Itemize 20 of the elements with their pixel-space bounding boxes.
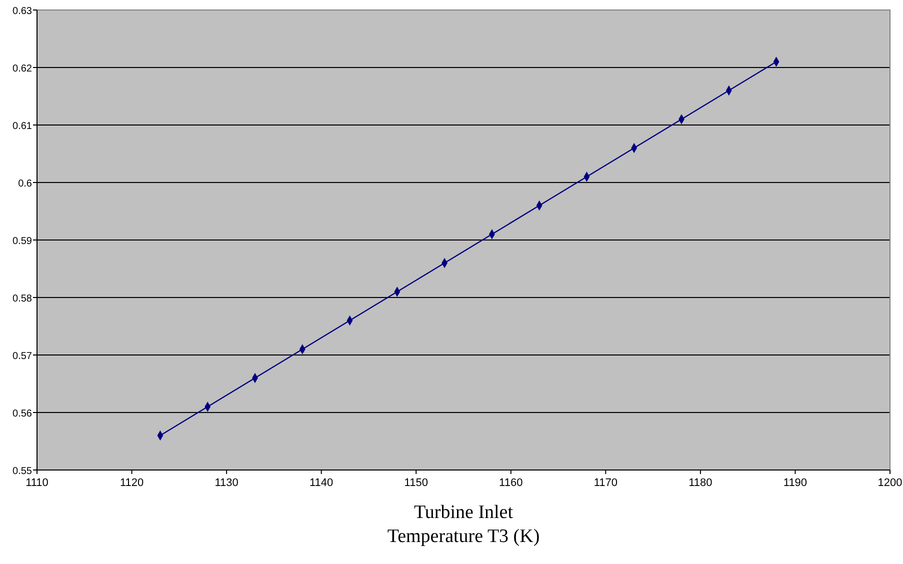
y-tick-label: 0.61	[12, 121, 32, 132]
y-tick-label: 0.59	[12, 236, 32, 247]
x-tick-label: 1160	[499, 477, 523, 489]
y-tick-label: 0.6	[18, 178, 32, 190]
x-tick-label: 1140	[310, 477, 334, 489]
y-tick-label: 0.62	[12, 64, 32, 74]
x-tick-label: 1190	[783, 477, 808, 489]
y-tick-label: 0.56	[12, 408, 32, 420]
x-tick-label: 1180	[688, 477, 712, 489]
x-tick-label: 1110	[26, 477, 48, 489]
x-axis-title: Turbine Inlet Temperature T3 (K)	[387, 502, 540, 547]
x-tick-label: 1120	[120, 477, 144, 489]
y-tick-label: 0.58	[12, 294, 32, 304]
x-tick-label: 1200	[878, 477, 902, 489]
y-tick-label: 0.57	[12, 351, 32, 362]
y-tick-label: 0.63	[12, 6, 32, 17]
x-tick-label: 1150	[404, 477, 428, 489]
x-tick-label: 1130	[214, 477, 238, 489]
x-tick-label: 1170	[594, 477, 618, 489]
y-tick-label: 0.55	[12, 466, 32, 477]
